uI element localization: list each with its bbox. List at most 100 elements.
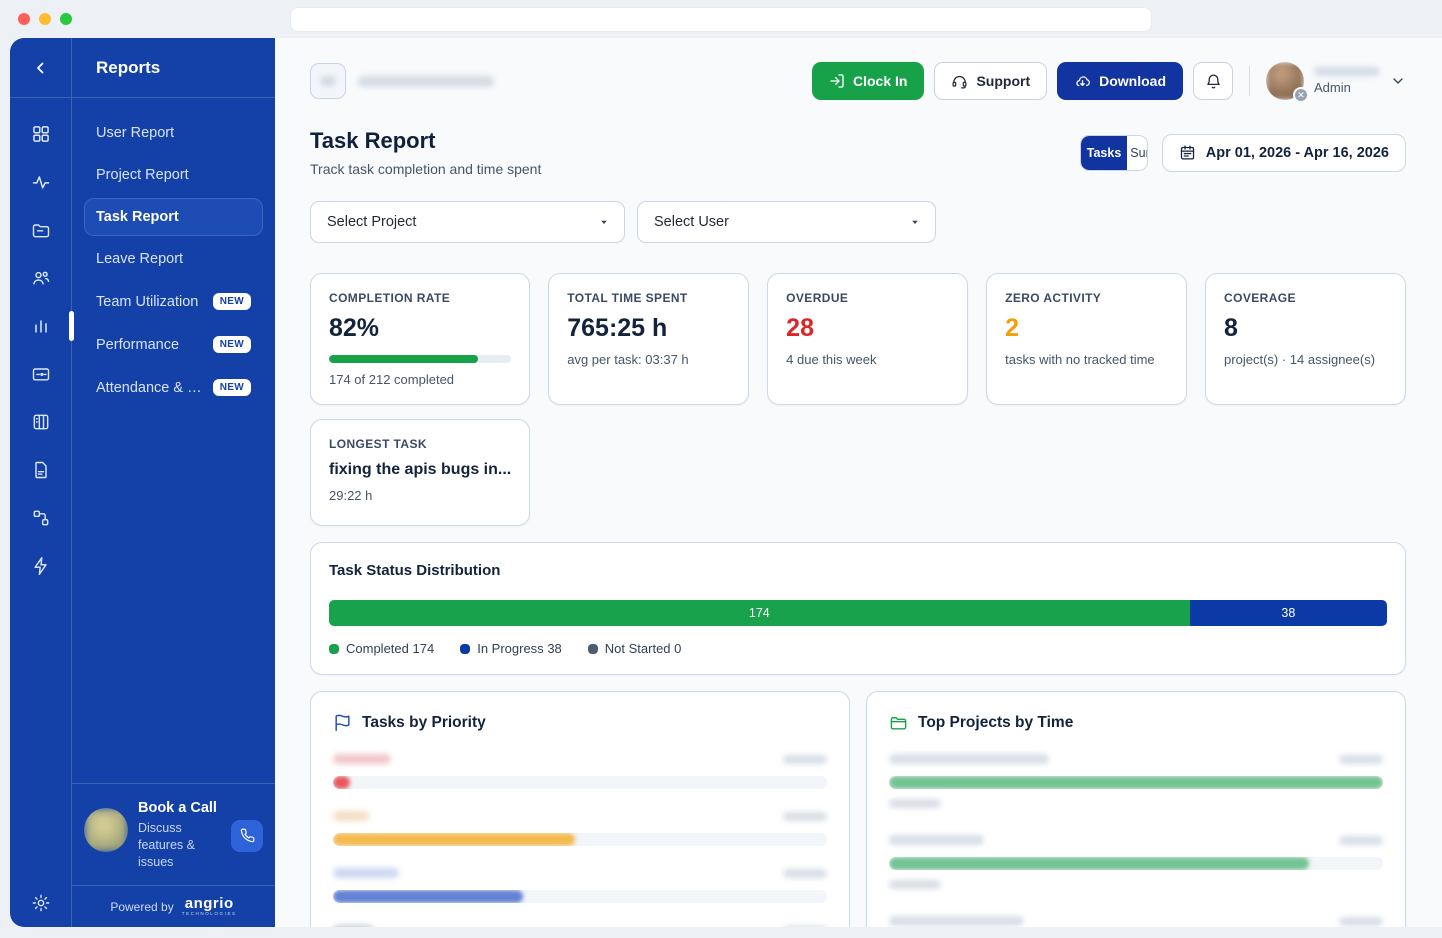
stats-grid: COMPLETION RATE 82% 174 of 212 completed… [310,273,1406,526]
profile-menu[interactable]: ✕ Admin [1266,62,1406,103]
priority-row [333,925,827,927]
book-call-phone-button[interactable] [231,819,263,852]
zoom-window-button[interactable] [60,13,72,25]
redacted-priority-value [783,868,827,878]
users-icon [31,268,51,288]
rail-item-automation[interactable] [10,556,71,576]
calendar-icon [1179,144,1196,161]
redacted-project-subtext [889,880,941,889]
support-button[interactable]: Support [934,62,1048,100]
sidebar-item-attendance[interactable]: Attendance & Pr... NEW [84,368,263,407]
date-range-picker[interactable]: Apr 01, 2026 - Apr 16, 2026 [1161,133,1406,172]
completion-progress [329,355,512,363]
tasks-by-priority-card: Tasks by Priority [310,691,850,927]
rail-item-integrations[interactable] [10,508,71,528]
redacted-priority-value [783,754,827,764]
rail-item-payroll[interactable] [10,364,71,384]
filters-row: Select Project Select User [310,201,1406,243]
clock-in-button[interactable]: Clock In [811,62,925,100]
book-call-avatar [84,808,128,853]
close-window-button[interactable] [18,13,30,25]
user-role-label: Admin [1314,80,1351,95]
document-icon [31,460,51,480]
new-badge: NEW [212,293,251,310]
distribution-title: Task Status Distribution [329,562,501,579]
download-button[interactable]: Download [1057,62,1183,100]
menu-toggle-button[interactable] [310,63,346,99]
redacted-project-value [1339,754,1383,764]
redacted-project-name [889,916,1024,926]
project-row [889,916,1383,927]
redacted-priority-label [333,925,373,927]
rail-item-projects[interactable] [10,220,71,240]
main-content: Clock In Support Download ✕ [275,38,1442,927]
book-call-title: Book a Call [138,800,217,817]
headset-icon [951,73,968,90]
stat-card-completion-rate: COMPLETION RATE 82% 174 of 212 completed [310,273,531,405]
activity-icon [31,172,51,192]
notifications-button[interactable] [1193,62,1233,100]
page-header: Task Report Track task completion and ti… [310,128,1406,177]
sidebar-item-task-report[interactable]: Task Report [84,198,263,236]
minimize-window-button[interactable] [39,13,51,25]
stat-card-overdue: OVERDUE 28 4 due this week [767,273,969,405]
charts-row: Tasks by Priority [310,691,1406,927]
status-x-badge: ✕ [1293,87,1309,103]
address-bar[interactable] [290,7,1152,32]
powered-by-label: Powered by [110,899,174,914]
folder-open-icon [889,713,908,732]
redacted-priority-value [783,811,827,821]
book-call-subtitle: Discuss features & issues [138,821,195,870]
topbar: Clock In Support Download ✕ [310,60,1406,103]
projects-chart-title: Top Projects by Time [918,713,1074,731]
bar-chart-icon [31,316,51,336]
traffic-lights[interactable] [18,13,72,25]
redacted-priority-label [333,754,391,764]
stat-card-coverage: COVERAGE 8 project(s) · 14 assignee(s) [1205,273,1406,405]
sidebar-collapse-button[interactable] [10,38,72,97]
legend-completed: Completed 174 [329,641,434,656]
workflow-icon [31,508,51,528]
rail-item-documents[interactable] [10,460,71,480]
redacted-priority-value [783,925,827,927]
page-subtitle: Track task completion and time spent [310,161,542,177]
rail-item-team[interactable] [10,268,71,288]
rail-item-activity[interactable] [10,172,71,192]
priority-row [333,868,827,903]
reports-menu: User Report Project Report Task Report L… [72,98,275,783]
rail-item-settings[interactable] [10,893,71,913]
page-title: Task Report [310,128,436,153]
redacted-user-name [1314,67,1380,76]
toggle-summary-option[interactable]: Summary [1130,145,1146,160]
sidebar-item-project-report[interactable]: Project Report [96,167,189,183]
stat-card-zero-activity: ZERO ACTIVITY 2 tasks with no tracked ti… [986,273,1188,405]
distribution-legend: Completed 174 In Progress 38 Not Started… [329,641,1387,656]
chevron-left-icon [32,59,50,77]
flag-icon [333,713,352,732]
select-project-dropdown[interactable]: Select Project [310,201,625,243]
sidebar-item-team-utilization[interactable]: Team Utilization NEW [84,282,263,321]
book-a-call-card: Book a Call Discuss features & issues [72,783,275,885]
redacted-priority-label [333,811,369,821]
rail-item-dashboard[interactable] [10,124,71,144]
sidebar-header: Reports [10,38,275,98]
kanban-icon [31,412,51,432]
gear-icon [31,893,51,913]
redacted-company-name [358,75,494,87]
sidebar-item-user-report[interactable]: User Report [96,125,175,141]
dropdown-arrow-icon [598,216,610,228]
app-window: Reports [10,38,1442,927]
sidebar-item-leave-report[interactable]: Leave Report [96,251,184,267]
rail-item-board[interactable] [10,412,71,432]
select-user-dropdown[interactable]: Select User [637,201,936,243]
redacted-menu-icon [320,76,336,86]
toggle-tasks-option[interactable]: Tasks [1080,135,1128,170]
segment-completed: 174 [329,600,1190,626]
top-projects-by-time-card: Top Projects by Time [866,691,1406,927]
rail-item-reports[interactable] [10,311,74,341]
tasks-summary-toggle[interactable]: Tasks Summary [1079,134,1148,171]
cloud-download-icon [1074,73,1091,90]
sidebar-item-performance[interactable]: Performance NEW [84,325,263,364]
grid-icon [31,124,51,144]
new-badge: NEW [212,336,251,353]
